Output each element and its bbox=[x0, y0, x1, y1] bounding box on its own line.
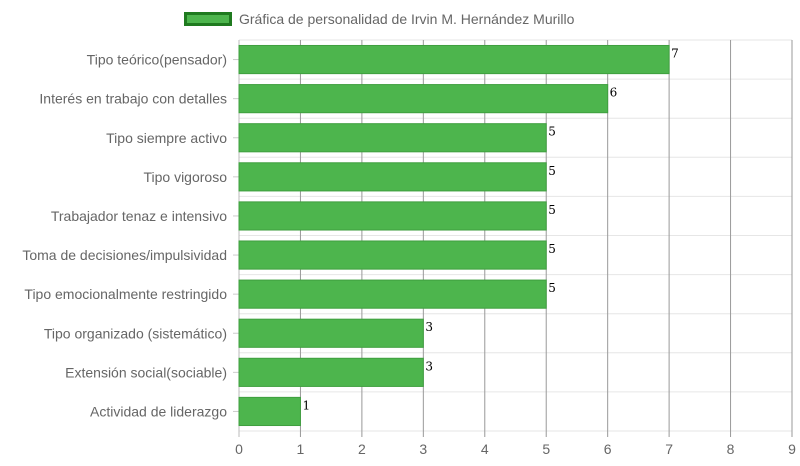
chart-legend[interactable]: Gráfica de personalidad de Irvin M. Hern… bbox=[184, 9, 574, 29]
bar bbox=[238, 396, 301, 427]
x-tick-label: 3 bbox=[419, 441, 427, 457]
x-tick-label: 2 bbox=[358, 441, 366, 457]
x-tick-label: 4 bbox=[481, 441, 489, 457]
category-label: Extensión social(sociable) bbox=[65, 364, 227, 380]
x-tick-label: 0 bbox=[235, 441, 243, 457]
bar bbox=[238, 44, 670, 75]
x-tick-label: 6 bbox=[604, 441, 612, 457]
data-label: 5 bbox=[548, 281, 556, 295]
data-label: 7 bbox=[671, 46, 679, 60]
category-labels: Tipo teórico(pensador) Interés en trabajo… bbox=[22, 52, 227, 420]
bar bbox=[238, 84, 609, 114]
data-label: 1 bbox=[302, 398, 310, 412]
x-axis-ticks: 0 1 2 3 4 5 6 7 8 9 bbox=[235, 441, 796, 457]
category-label: Actividad de liderazgo bbox=[90, 403, 227, 419]
x-tick-label: 8 bbox=[727, 441, 735, 457]
bar bbox=[238, 318, 424, 348]
x-tick-label: 9 bbox=[788, 441, 796, 457]
x-tick-label: 7 bbox=[665, 441, 673, 457]
data-label: 5 bbox=[548, 242, 556, 256]
category-label: Tipo siempre activo bbox=[106, 130, 227, 146]
legend-swatch bbox=[184, 12, 232, 26]
data-label: 5 bbox=[548, 203, 556, 217]
category-label: Tipo emocionalmente restringido bbox=[24, 286, 227, 302]
x-tick-label: 5 bbox=[542, 441, 550, 457]
x-tick-label: 1 bbox=[297, 441, 305, 457]
data-label: 5 bbox=[548, 164, 556, 178]
category-label: Toma de decisiones/impulsividad bbox=[22, 247, 227, 263]
data-label: 3 bbox=[425, 320, 433, 334]
data-label: 5 bbox=[548, 125, 556, 139]
data-label: 3 bbox=[425, 359, 433, 373]
bar bbox=[238, 357, 424, 387]
chart-bars bbox=[238, 44, 670, 427]
category-label: Tipo vigoroso bbox=[143, 169, 227, 185]
bar bbox=[238, 201, 547, 231]
bar bbox=[238, 162, 547, 192]
legend-label: Gráfica de personalidad de Irvin M. Hern… bbox=[239, 11, 575, 27]
data-labels: 7 6 5 5 5 5 5 3 3 1 bbox=[302, 46, 678, 412]
category-label: Tipo teórico(pensador) bbox=[87, 52, 227, 68]
data-label: 6 bbox=[610, 86, 618, 100]
bar bbox=[238, 123, 547, 153]
category-label: Trabajador tenaz e intensivo bbox=[51, 208, 227, 224]
bar bbox=[238, 240, 547, 270]
bar bbox=[238, 279, 547, 309]
category-label: Interés en trabajo con detalles bbox=[39, 91, 227, 107]
category-label: Tipo organizado (sistemático) bbox=[44, 325, 227, 341]
